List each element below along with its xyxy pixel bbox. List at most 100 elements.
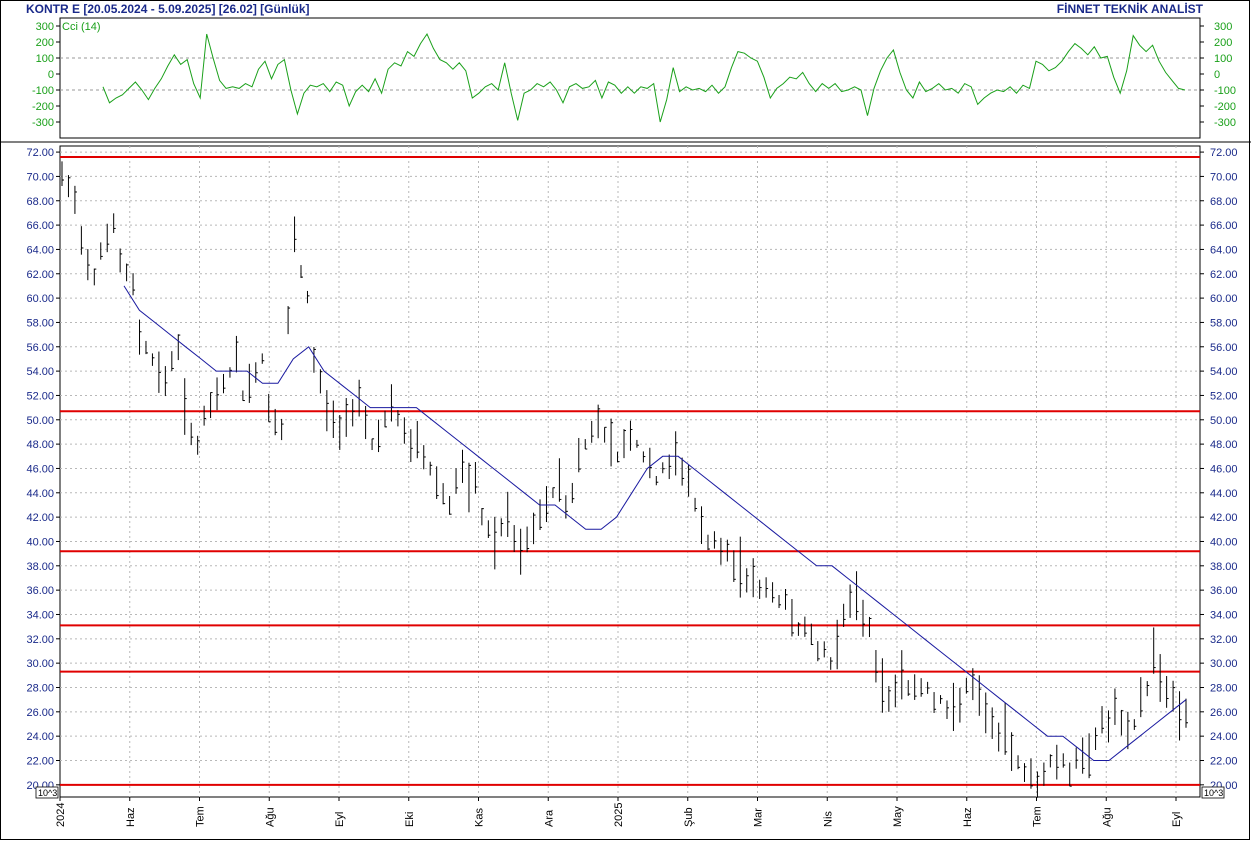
cci-tick-label-right: -100: [1214, 85, 1236, 97]
price-tick-label-left: 66.00: [26, 220, 54, 232]
period-label: [Günlük]: [260, 2, 310, 16]
price-tick-label-left: 46.00: [26, 463, 54, 475]
x-tick-label: Tem: [195, 806, 207, 827]
price-tick-label-left: 58.00: [26, 317, 54, 329]
price-tick-label-left: 30.00: [26, 658, 54, 670]
price-tick-label-left: 28.00: [26, 682, 54, 694]
cci-tick-label-left: -300: [32, 117, 54, 129]
date-range-label: [20.05.2024 - 5.09.2025]: [83, 2, 216, 16]
price-tick-label-right: 28.00: [1210, 682, 1238, 694]
price-tick-label-left: 24.00: [26, 731, 54, 743]
cci-tick-label-left: 300: [36, 21, 54, 33]
price-panel-border: [59, 145, 1201, 798]
price-tick-label-left: 36.00: [26, 585, 54, 597]
cci-tick-label-right: 0: [1214, 69, 1220, 81]
cci-legend: Cci (14): [62, 21, 101, 33]
price-tick-label-right: 44.00: [1210, 488, 1238, 500]
price-tick-label-left: 22.00: [26, 755, 54, 767]
cci-tick-label-right: 100: [1214, 53, 1232, 65]
price-tick-label-right: 42.00: [1210, 512, 1238, 524]
cci-tick-label-left: -200: [32, 101, 54, 113]
price-tick-label-right: 70.00: [1210, 171, 1238, 183]
moving-average-line: [123, 285, 1187, 761]
price-tick-label-right: 66.00: [1210, 220, 1238, 232]
x-tick-label: 2025: [613, 803, 625, 827]
x-tick-label: 2024: [55, 803, 67, 827]
price-tick-label-right: 46.00: [1210, 463, 1238, 475]
x-tick-label: Mar: [753, 808, 765, 827]
price-tick-label-right: 24.00: [1210, 731, 1238, 743]
price-tick-label-right: 36.00: [1210, 585, 1238, 597]
price-tick-label-right: 54.00: [1210, 366, 1238, 378]
cci-tick-label-right: 200: [1214, 37, 1232, 49]
price-tick-label-left: 70.00: [26, 171, 54, 183]
x-tick-label: Haz: [125, 807, 137, 827]
brand-label: FİNNET TEKNİK ANALİST: [1056, 2, 1203, 16]
x-tick-label: Ağu: [1101, 807, 1113, 827]
price-tick-label-right: 72.00: [1210, 147, 1238, 159]
price-tick-label-left: 42.00: [26, 512, 54, 524]
x-tick-label: Ağu: [264, 807, 276, 827]
price-tick-label-left: 72.00: [26, 147, 54, 159]
price-tick-label-right: 30.00: [1210, 658, 1238, 670]
price-tick-label-left: 68.00: [26, 196, 54, 208]
x-tick-label: Eyl: [1171, 812, 1183, 827]
price-tick-label-right: 58.00: [1210, 317, 1238, 329]
price-tick-label-right: 34.00: [1210, 609, 1238, 621]
x-tick-label: Şub: [683, 807, 695, 827]
price-tick-label-right: 48.00: [1210, 439, 1238, 451]
scale-note: 10^3: [38, 788, 57, 798]
price-tick-label-left: 40.00: [26, 536, 54, 548]
cci-tick-label-right: -300: [1214, 117, 1236, 129]
x-tick-label: May: [892, 806, 904, 827]
price-tick-label-left: 60.00: [26, 293, 54, 305]
cci-tick-label-right: 300: [1214, 21, 1232, 33]
cci-tick-label-left: 0: [48, 69, 54, 81]
price-tick-label-right: 38.00: [1210, 561, 1238, 573]
price-tick-label-left: 50.00: [26, 415, 54, 427]
price-tick-label-right: 68.00: [1210, 196, 1238, 208]
scale-note-box: [35, 786, 59, 799]
price-tick-label-left: 62.00: [26, 269, 54, 281]
price-tick-label-left: 54.00: [26, 366, 54, 378]
scale-note: 10^3: [1204, 788, 1223, 798]
price-tick-label-right: 62.00: [1210, 269, 1238, 281]
cci-panel-border: [59, 17, 1201, 139]
cci-tick-label-left: 200: [36, 37, 54, 49]
last-value-label: [26.02]: [218, 2, 257, 16]
x-tick-label: Ara: [543, 809, 555, 827]
symbol-label: KONTR E: [26, 2, 80, 16]
x-tick-label: Haz: [962, 807, 974, 827]
price-tick-label-right: 32.00: [1210, 634, 1238, 646]
price-tick-label-left: 56.00: [26, 342, 54, 354]
chart-header-left: KONTR E [20.05.2024 - 5.09.2025] [26.02]…: [26, 2, 310, 16]
price-tick-label-right: 56.00: [1210, 342, 1238, 354]
price-tick-label-left: 38.00: [26, 561, 54, 573]
price-tick-label-right: 64.00: [1210, 244, 1238, 256]
scale-note-box: [1201, 786, 1225, 799]
price-tick-label-left: 32.00: [26, 634, 54, 646]
cci-tick-label-right: -200: [1214, 101, 1236, 113]
price-tick-label-right: 26.00: [1210, 707, 1238, 719]
price-tick-label-right: 22.00: [1210, 755, 1238, 767]
price-tick-label-left: 52.00: [26, 390, 54, 402]
price-tick-label-left: 26.00: [26, 707, 54, 719]
cci-tick-label-left: 100: [36, 53, 54, 65]
price-tick-label-right: 40.00: [1210, 536, 1238, 548]
price-tick-label-right: 52.00: [1210, 390, 1238, 402]
x-tick-label: Kas: [474, 808, 486, 827]
x-tick-label: Tem: [1032, 806, 1044, 827]
cci-tick-label-left: -100: [32, 85, 54, 97]
price-tick-label-left: 64.00: [26, 244, 54, 256]
price-tick-label-right: 50.00: [1210, 415, 1238, 427]
price-tick-label-left: 34.00: [26, 609, 54, 621]
price-tick-label-left: 44.00: [26, 488, 54, 500]
price-tick-label-left: 48.00: [26, 439, 54, 451]
x-tick-label: Eki: [404, 812, 416, 827]
price-tick-label-right: 60.00: [1210, 293, 1238, 305]
x-tick-label: Eyl: [334, 812, 346, 827]
cci-line: [102, 32, 1186, 123]
x-tick-label: Nis: [822, 811, 834, 827]
